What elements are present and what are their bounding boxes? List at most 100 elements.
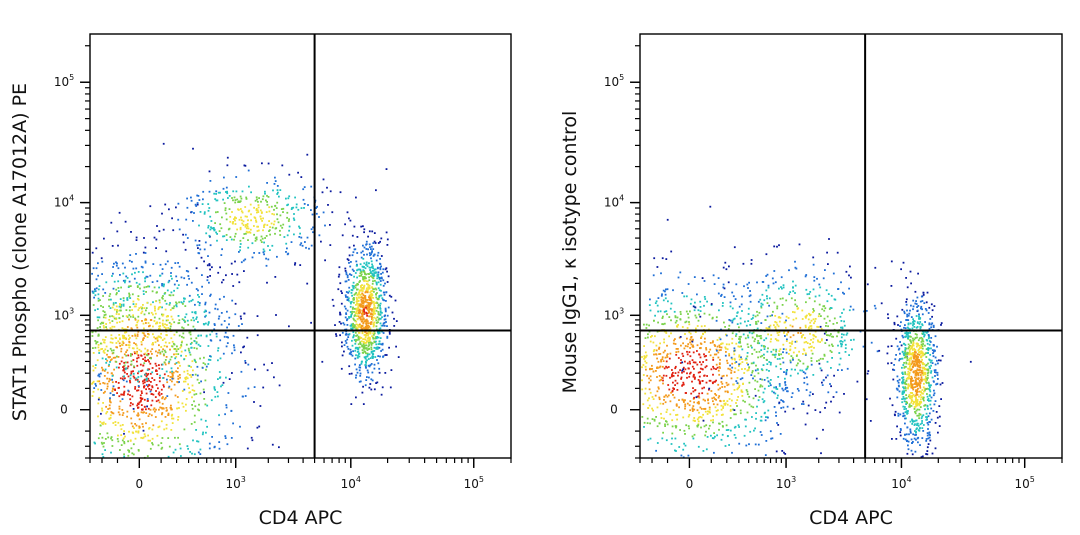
event-dot: [372, 280, 374, 282]
event-dot: [154, 317, 156, 319]
event-dot: [204, 304, 206, 306]
event-dot: [748, 366, 750, 368]
event-dot: [845, 347, 847, 349]
event-dot: [116, 367, 118, 369]
event-dot: [115, 424, 117, 426]
event-dot: [217, 391, 219, 393]
event-dot: [274, 233, 276, 235]
event-dot: [846, 271, 848, 273]
event-dot: [719, 363, 721, 365]
event-dot: [756, 406, 758, 408]
event-dot: [209, 191, 211, 193]
event-dot: [155, 351, 157, 353]
event-dot: [197, 294, 199, 296]
event-dot: [359, 317, 361, 319]
event-dot: [903, 311, 905, 313]
event-dot: [199, 453, 201, 455]
event-dot: [832, 336, 834, 338]
event-dot: [819, 363, 821, 365]
event-dot: [366, 241, 368, 243]
event-dot: [782, 400, 784, 402]
event-dot: [785, 320, 787, 322]
event-dot: [357, 372, 359, 374]
event-dot: [670, 319, 672, 321]
event-dot: [154, 237, 156, 239]
event-dot: [740, 323, 742, 325]
event-dot: [362, 290, 364, 292]
event-dot: [717, 384, 719, 386]
event-dot: [129, 310, 131, 312]
event-dot: [383, 355, 385, 357]
event-dot: [147, 333, 149, 335]
event-dot: [821, 382, 823, 384]
event-dot: [759, 351, 761, 353]
event-dot: [722, 434, 724, 436]
event-dot: [647, 439, 649, 441]
event-dot: [829, 383, 831, 385]
event-dot: [398, 356, 400, 358]
event-dot: [647, 418, 649, 420]
event-dot: [667, 396, 669, 398]
event-dot: [729, 368, 731, 370]
event-dot: [140, 312, 142, 314]
event-dot: [705, 431, 707, 433]
event-dot: [203, 324, 205, 326]
event-dot: [934, 375, 936, 377]
event-dot: [844, 325, 846, 327]
event-dot: [921, 376, 923, 378]
event-dot: [337, 288, 339, 290]
event-dot: [229, 221, 231, 223]
event-dot: [384, 322, 386, 324]
event-dot: [664, 350, 666, 352]
event-dot: [913, 380, 915, 382]
event-dot: [284, 236, 286, 238]
event-dot: [358, 269, 360, 271]
event-dot: [137, 334, 139, 336]
event-dot: [694, 434, 696, 436]
event-dot: [755, 321, 757, 323]
event-dot: [377, 302, 379, 304]
event-dot: [676, 320, 678, 322]
event-dot: [274, 177, 276, 179]
event-dot: [719, 337, 721, 339]
event-dot: [356, 326, 358, 328]
event-dot: [667, 356, 669, 358]
event-dot: [749, 290, 751, 292]
event-dot: [342, 332, 344, 334]
event-dot: [790, 345, 792, 347]
event-dot: [360, 319, 362, 321]
event-dot: [133, 366, 135, 368]
event-dot: [192, 408, 194, 410]
event-dot: [163, 384, 165, 386]
event-dot: [645, 352, 647, 354]
event-dot: [166, 324, 168, 326]
event-dot: [225, 207, 227, 209]
event-dot: [686, 321, 688, 323]
event-dot: [649, 304, 651, 306]
event-dot: [210, 294, 212, 296]
event-dot: [102, 289, 104, 291]
event-dot: [202, 198, 204, 200]
event-dot: [902, 393, 904, 395]
event-dot: [822, 384, 824, 386]
event-dot: [241, 219, 243, 221]
event-dot: [224, 435, 226, 437]
event-dot: [159, 394, 161, 396]
event-dot: [703, 305, 705, 307]
event-dot: [367, 335, 369, 337]
event-dot: [840, 327, 842, 329]
event-dot: [365, 335, 367, 337]
event-dot: [221, 312, 223, 314]
event-dot: [807, 366, 809, 368]
event-dot: [352, 235, 354, 237]
event-dot: [831, 307, 833, 309]
event-dot: [136, 405, 138, 407]
event-dot: [263, 249, 265, 251]
event-dot: [186, 284, 188, 286]
event-dot: [100, 343, 102, 345]
event-dot: [662, 366, 664, 368]
event-dot: [373, 338, 375, 340]
event-dot: [144, 406, 146, 408]
event-dot: [380, 337, 382, 339]
event-dot: [828, 293, 830, 295]
